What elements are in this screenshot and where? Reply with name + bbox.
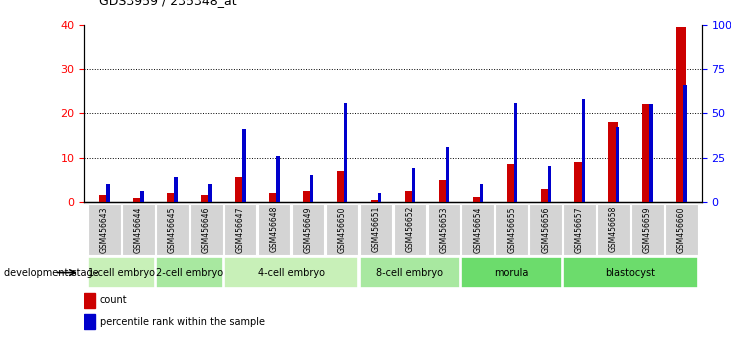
FancyBboxPatch shape [564, 204, 596, 255]
Bar [84, 293, 95, 308]
Bar [683, 85, 687, 202]
Text: GSM456657: GSM456657 [575, 206, 584, 253]
Text: percentile rank within the sample: percentile rank within the sample [99, 316, 265, 327]
FancyBboxPatch shape [631, 204, 664, 255]
Text: GSM456653: GSM456653 [439, 206, 448, 253]
Text: morula: morula [494, 268, 529, 278]
Bar [174, 177, 178, 202]
Bar [167, 193, 177, 202]
Bar [540, 188, 550, 202]
Text: 1-cell embryo: 1-cell embryo [88, 268, 155, 278]
Text: GSM456645: GSM456645 [168, 206, 177, 253]
Text: development stage: development stage [4, 268, 98, 278]
Text: blastocyst: blastocyst [605, 268, 656, 278]
Bar [405, 191, 414, 202]
Bar [310, 175, 314, 202]
Text: GSM456651: GSM456651 [371, 206, 380, 252]
Text: 8-cell embryo: 8-cell embryo [376, 268, 444, 278]
Text: GSM456643: GSM456643 [100, 206, 109, 253]
Bar [439, 180, 448, 202]
FancyBboxPatch shape [258, 204, 290, 255]
Bar [608, 122, 618, 202]
Bar [643, 104, 652, 202]
Bar [649, 104, 653, 202]
Bar [507, 164, 516, 202]
Text: GSM456660: GSM456660 [677, 206, 686, 253]
Text: GDS3959 / 235348_at: GDS3959 / 235348_at [99, 0, 236, 7]
Bar [371, 200, 380, 202]
Text: GSM456649: GSM456649 [303, 206, 313, 253]
Bar [107, 184, 110, 202]
Text: GSM456655: GSM456655 [507, 206, 516, 253]
Bar [99, 195, 109, 202]
FancyBboxPatch shape [292, 204, 325, 255]
FancyBboxPatch shape [190, 204, 222, 255]
Text: GSM456654: GSM456654 [473, 206, 482, 253]
Text: GSM456644: GSM456644 [134, 206, 143, 253]
Bar [201, 195, 211, 202]
FancyBboxPatch shape [88, 257, 155, 288]
Text: GSM456656: GSM456656 [541, 206, 550, 253]
FancyBboxPatch shape [88, 204, 121, 255]
FancyBboxPatch shape [529, 204, 562, 255]
Bar [473, 198, 482, 202]
Bar [480, 184, 483, 202]
Text: 2-cell embryo: 2-cell embryo [156, 268, 223, 278]
FancyBboxPatch shape [360, 204, 393, 255]
FancyBboxPatch shape [360, 257, 460, 288]
FancyBboxPatch shape [122, 204, 155, 255]
FancyBboxPatch shape [496, 204, 528, 255]
FancyBboxPatch shape [156, 204, 189, 255]
Text: GSM456658: GSM456658 [609, 206, 618, 252]
Bar [140, 191, 144, 202]
Bar [235, 177, 245, 202]
FancyBboxPatch shape [428, 204, 460, 255]
Text: GSM456648: GSM456648 [270, 206, 279, 252]
Text: GSM456646: GSM456646 [202, 206, 211, 253]
Bar [208, 184, 212, 202]
Bar [84, 314, 95, 329]
Bar [303, 191, 312, 202]
Bar [276, 156, 279, 202]
Bar [133, 198, 143, 202]
Text: GSM456650: GSM456650 [338, 206, 346, 253]
FancyBboxPatch shape [597, 204, 630, 255]
Bar [446, 147, 450, 202]
FancyBboxPatch shape [564, 257, 697, 288]
Bar [514, 103, 517, 202]
Bar [344, 103, 347, 202]
Bar [242, 129, 246, 202]
FancyBboxPatch shape [393, 204, 426, 255]
FancyBboxPatch shape [224, 204, 257, 255]
Bar [582, 99, 585, 202]
Text: GSM456652: GSM456652 [406, 206, 414, 252]
FancyBboxPatch shape [156, 257, 222, 288]
Bar [616, 127, 619, 202]
FancyBboxPatch shape [224, 257, 358, 288]
Bar [575, 162, 584, 202]
Bar [269, 193, 279, 202]
FancyBboxPatch shape [326, 204, 358, 255]
FancyBboxPatch shape [461, 257, 562, 288]
Bar [412, 168, 415, 202]
Text: 4-cell embryo: 4-cell embryo [257, 268, 325, 278]
Bar [548, 166, 551, 202]
Bar [378, 193, 382, 202]
Text: GSM456647: GSM456647 [235, 206, 245, 253]
FancyBboxPatch shape [461, 204, 494, 255]
Text: count: count [99, 295, 127, 306]
Bar [337, 171, 346, 202]
FancyBboxPatch shape [665, 204, 697, 255]
Text: GSM456659: GSM456659 [643, 206, 652, 253]
Bar [676, 27, 686, 202]
